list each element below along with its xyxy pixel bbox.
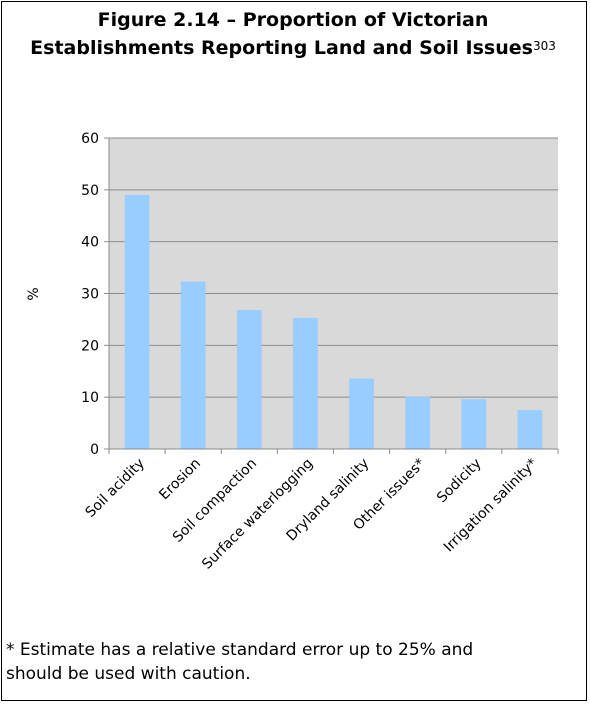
bar xyxy=(405,396,431,449)
figure-title-line2-text: Establishments Reporting Land and Soil I… xyxy=(30,37,533,59)
x-category-label: Sodicity xyxy=(434,456,485,507)
bar xyxy=(180,281,206,449)
bar xyxy=(236,310,262,449)
footnote-line1: * Estimate has a relative standard error… xyxy=(6,640,474,660)
figure-title: Figure 2.14 – Proportion of Victorian Es… xyxy=(0,6,586,62)
y-tick-label: 20 xyxy=(81,338,99,354)
figure-title-ref: 303 xyxy=(532,39,556,53)
figure-title-line2: Establishments Reporting Land and Soil I… xyxy=(0,34,586,62)
y-tick-label: 50 xyxy=(81,183,99,199)
y-tick-label: 60 xyxy=(81,131,99,147)
figure-title-line1: Figure 2.14 – Proportion of Victorian xyxy=(97,9,489,31)
y-tick-label: 0 xyxy=(90,442,99,458)
y-tick-label: 40 xyxy=(81,235,99,251)
y-tick-label: 30 xyxy=(81,287,99,303)
bar xyxy=(517,410,543,449)
bar xyxy=(349,378,374,449)
bar xyxy=(293,317,318,449)
footnote-line2: should be used with caution. xyxy=(6,664,251,684)
x-category-label: Soil acidity xyxy=(83,456,148,521)
footnote: * Estimate has a relative standard error… xyxy=(6,638,582,686)
bar xyxy=(461,399,487,449)
x-category-label: Irrigation salinity* xyxy=(441,456,541,556)
x-category-label: Surface waterlogging xyxy=(199,456,316,573)
axes xyxy=(104,137,559,454)
bar xyxy=(124,195,150,449)
y-tick-label: 10 xyxy=(81,390,99,406)
y-tick-labels: 0 10 20 30 40 50 60 xyxy=(81,131,99,458)
gridlines xyxy=(109,137,558,398)
bars xyxy=(124,195,543,449)
y-axis-label: % xyxy=(26,287,42,300)
x-category-label: Erosion xyxy=(156,456,204,504)
